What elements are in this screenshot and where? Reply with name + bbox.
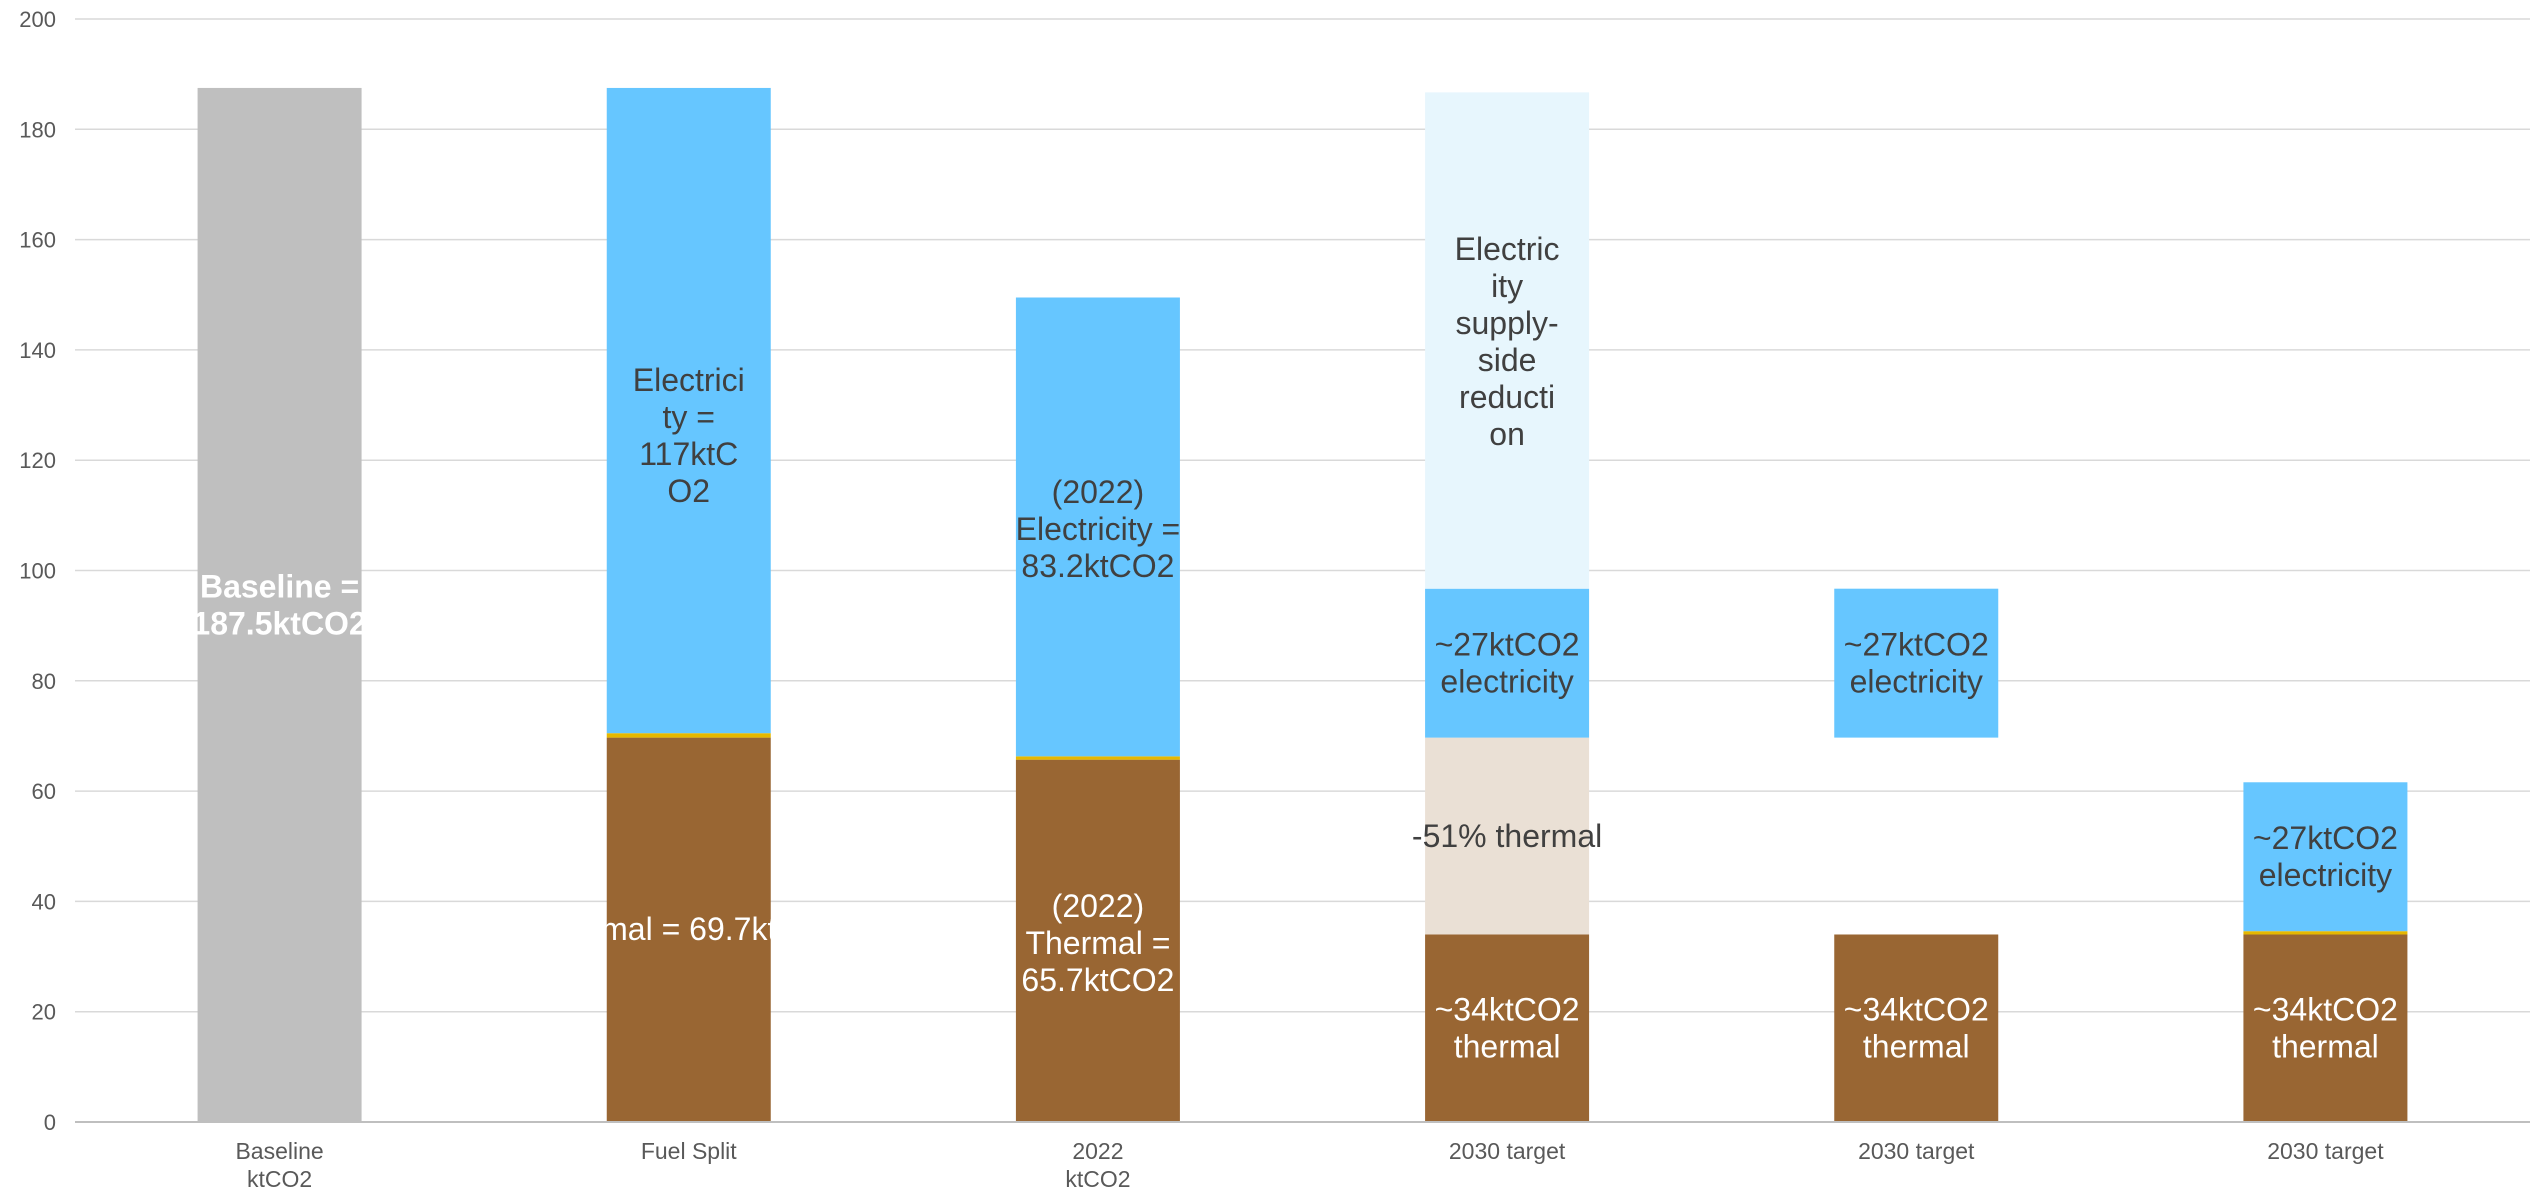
bar-data-label: (2022) Electricity = 83.2ktCO2 — [1016, 474, 1180, 584]
bar-data-label: Electrici ty = 117ktC O2 — [633, 362, 745, 509]
bar-data-label: Baseline = 187.5ktCO2 — [192, 568, 366, 641]
bar-data-label: ~27ktCO2 electricity — [1844, 627, 1989, 700]
bar-segment-blue — [2243, 782, 2408, 932]
bar-segment-blue — [1425, 588, 1590, 738]
x-tick-label: Fuel Split — [641, 1138, 737, 1164]
bar-data-label: ~34ktCO2 thermal — [2253, 992, 2398, 1065]
y-tick-label: 200 — [19, 7, 56, 32]
y-tick-label: 20 — [32, 1000, 56, 1025]
y-tick-label: 180 — [19, 117, 56, 142]
bar-segment-brown — [1015, 759, 1180, 1122]
y-tick-label: 160 — [19, 228, 56, 253]
y-tick-label: 140 — [19, 338, 56, 363]
segment-labels: Baseline = 187.5ktCO2 Thermal = 69.7ktCO2 E… — [192, 231, 2397, 1065]
x-axis: Baseline ktCO2 Fuel Split 2022 ktCO2 2030 tar… — [75, 1121, 2530, 1192]
bar-segment-gold — [606, 733, 771, 738]
bar-data-label: ~34ktCO2 thermal — [1435, 992, 1580, 1065]
x-tick-label: Baseline ktCO2 — [235, 1138, 323, 1192]
y-tick-label: 80 — [32, 669, 56, 694]
bar-segment-gray — [197, 87, 362, 1122]
bar-data-label: ~27ktCO2 electricity — [1435, 627, 1580, 700]
bar-segment-blue — [1015, 297, 1180, 757]
y-tick-label: 120 — [19, 448, 56, 473]
bar-segment-gold — [2243, 931, 2408, 935]
bar-segment-brown — [1425, 934, 1590, 1122]
bar-data-label: ~34ktCO2 thermal — [1844, 992, 1989, 1065]
bar-segment-brown — [2243, 934, 2408, 1122]
y-tick-label: 40 — [32, 889, 56, 914]
gridlines — [75, 18, 2530, 1013]
bar-segment-blue — [606, 87, 771, 734]
bar-segment-blue — [1834, 588, 1999, 738]
bar-data-label: Electric ity supply-side reducti on — [1455, 231, 1560, 452]
y-tick-label: 100 — [19, 559, 56, 584]
y-tick-label: 0 — [44, 1110, 56, 1135]
bar-segment-beige — [1425, 737, 1590, 935]
bar-data-label: Thermal = 69.7ktCO2 — [535, 911, 842, 947]
bar-segment-brown — [606, 737, 771, 1122]
bar-segment-light_blue — [1425, 92, 1590, 589]
bar-segment-brown — [1834, 934, 1999, 1122]
bar-segment-gold — [1015, 756, 1180, 760]
bars — [197, 87, 2408, 1122]
x-tick-label: 2030 target — [2267, 1138, 2384, 1164]
y-tick-label: 60 — [32, 779, 56, 804]
y-axis: 0 20 40 60 80 100 120 140 160 180 200 — [19, 7, 56, 1135]
x-tick-label: 2022 ktCO2 — [1065, 1138, 1130, 1192]
bar-data-label: -51% thermal — [1412, 818, 1602, 854]
bar-data-label: (2022) Thermal = 65.7ktCO2 — [1021, 888, 1174, 998]
x-tick-label: 2030 target — [1449, 1138, 1566, 1164]
x-tick-label: 2030 target — [1858, 1138, 1975, 1164]
bar-data-label: ~27ktCO2 electricity — [2253, 820, 2398, 893]
